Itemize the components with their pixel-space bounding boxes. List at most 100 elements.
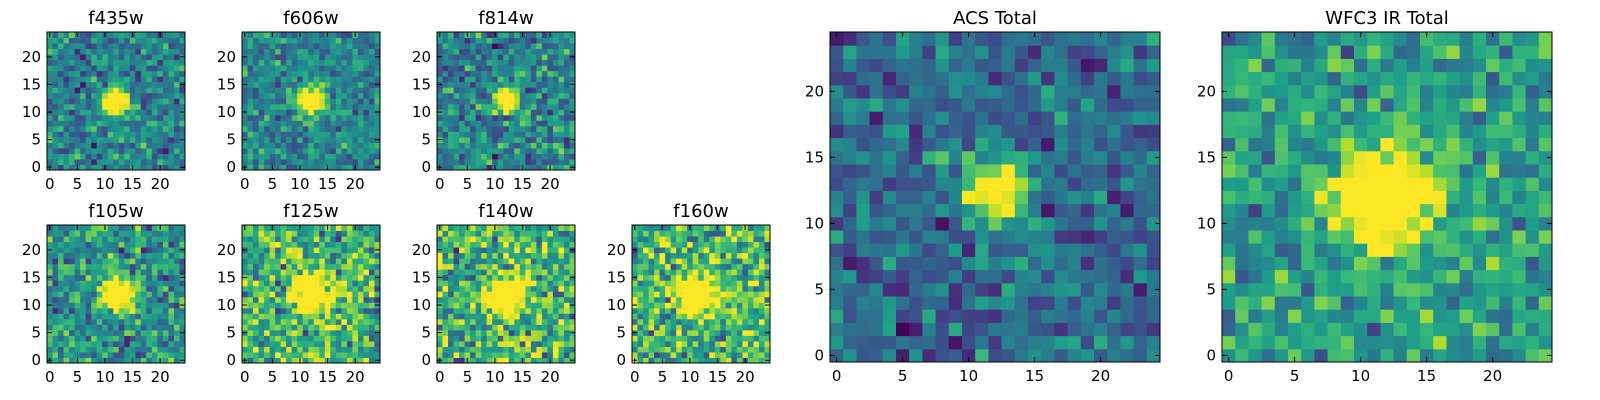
heatmap-cell — [492, 307, 499, 314]
heatmap-cell — [352, 247, 359, 254]
heatmap-cell — [146, 131, 153, 138]
heatmap-cell — [747, 230, 754, 237]
heatmap-cell — [80, 54, 87, 61]
heatmap-cell — [988, 296, 1003, 310]
heatmap-cell — [258, 37, 265, 44]
heatmap-cell — [313, 54, 320, 61]
heatmap-cell — [85, 158, 92, 165]
heatmap-cell — [63, 114, 70, 121]
heatmap-cell — [113, 125, 120, 132]
heatmap-cell — [173, 258, 180, 265]
heatmap-cell — [935, 269, 950, 284]
heatmap-cell — [275, 313, 282, 320]
heatmap-cell — [830, 296, 844, 310]
heatmap-cell — [242, 258, 249, 265]
heatmap-cell — [1054, 177, 1069, 191]
heatmap-cell — [297, 92, 304, 99]
heatmap-cell — [975, 243, 989, 257]
heatmap-cell — [129, 76, 136, 83]
heatmap-cell — [129, 131, 136, 138]
heatmap-cell — [519, 92, 526, 99]
heatmap-cell — [670, 274, 677, 281]
heatmap-cell — [308, 48, 315, 55]
heatmap-cell — [709, 318, 716, 325]
heatmap-cell — [459, 87, 466, 94]
heatmap-cell — [475, 76, 482, 83]
heatmap-cell — [703, 296, 710, 303]
heatmap-cell — [519, 241, 526, 248]
heatmap-cell — [843, 282, 857, 297]
heatmap-cell — [670, 346, 677, 353]
heatmap-cell — [324, 313, 331, 320]
heatmap-cell — [52, 92, 59, 99]
heatmap-cell — [363, 296, 370, 303]
heatmap-cell — [475, 247, 482, 254]
heatmap-cell — [302, 54, 309, 61]
heatmap-cell — [552, 241, 559, 248]
heatmap-cell — [486, 324, 493, 331]
heatmap-cell — [648, 230, 655, 237]
heatmap-cell — [547, 269, 554, 276]
heatmap-cell — [547, 230, 554, 237]
heatmap-cell — [442, 158, 449, 165]
heatmap-cell — [151, 120, 158, 127]
heatmap-cell — [569, 43, 576, 50]
heatmap-cell — [168, 236, 175, 243]
heatmap-cell — [665, 285, 672, 292]
heatmap-cell — [492, 351, 499, 358]
heatmap-cell — [352, 109, 359, 116]
heatmap-cell — [442, 114, 449, 121]
heatmap-cell — [96, 263, 103, 270]
heatmap-cell — [146, 236, 153, 243]
heatmap-cell — [569, 48, 576, 55]
heatmap-cell — [102, 114, 109, 121]
heatmap-cell — [1028, 256, 1042, 271]
heatmap-cell — [464, 269, 471, 276]
heatmap-cell — [291, 346, 298, 353]
heatmap-cell — [140, 54, 147, 61]
heatmap-cell — [146, 81, 153, 88]
heatmap-cell — [319, 346, 326, 353]
heatmap-cell — [69, 225, 76, 232]
heatmap-cell — [168, 346, 175, 353]
heatmap-cell — [988, 203, 1003, 218]
heatmap-cell — [637, 346, 644, 353]
heatmap-cell — [357, 241, 364, 248]
heatmap-cell — [135, 164, 142, 171]
heatmap-cell — [637, 340, 644, 347]
heatmap-cell — [264, 76, 271, 83]
heatmap-cell — [297, 59, 304, 66]
heatmap-cell — [357, 131, 364, 138]
heatmap-cell — [118, 76, 125, 83]
heatmap-cell — [96, 346, 103, 353]
heatmap-cell — [497, 269, 504, 276]
heatmap-cell — [146, 285, 153, 292]
heatmap-cell — [470, 296, 477, 303]
heatmap-cell — [1014, 282, 1029, 297]
heatmap-cell — [497, 318, 504, 325]
heatmap-cell — [687, 324, 694, 331]
heatmap-cell — [747, 307, 754, 314]
heatmap-cell — [162, 103, 169, 110]
heatmap-cell — [308, 59, 315, 66]
heatmap-cell — [253, 98, 260, 105]
heatmap-cell — [530, 236, 537, 243]
heatmap-cell — [676, 247, 683, 254]
heatmap-cell — [102, 147, 109, 154]
heatmap-cell — [648, 236, 655, 243]
heatmap-cell — [368, 76, 375, 83]
heatmap-cell — [486, 87, 493, 94]
heatmap-cell — [47, 258, 54, 265]
heatmap-cell — [247, 98, 254, 105]
heatmap-cell — [648, 225, 655, 232]
heatmap-cell — [442, 136, 449, 143]
heatmap-cell — [308, 158, 315, 165]
heatmap-cell — [922, 150, 937, 165]
heatmap-cell — [113, 109, 120, 116]
heatmap-cell — [714, 247, 721, 254]
heatmap-cell — [632, 307, 639, 314]
heatmap-cell — [1014, 216, 1029, 231]
heatmap-cell — [58, 269, 65, 276]
heatmap-cell — [519, 37, 526, 44]
heatmap-cell — [247, 92, 254, 99]
